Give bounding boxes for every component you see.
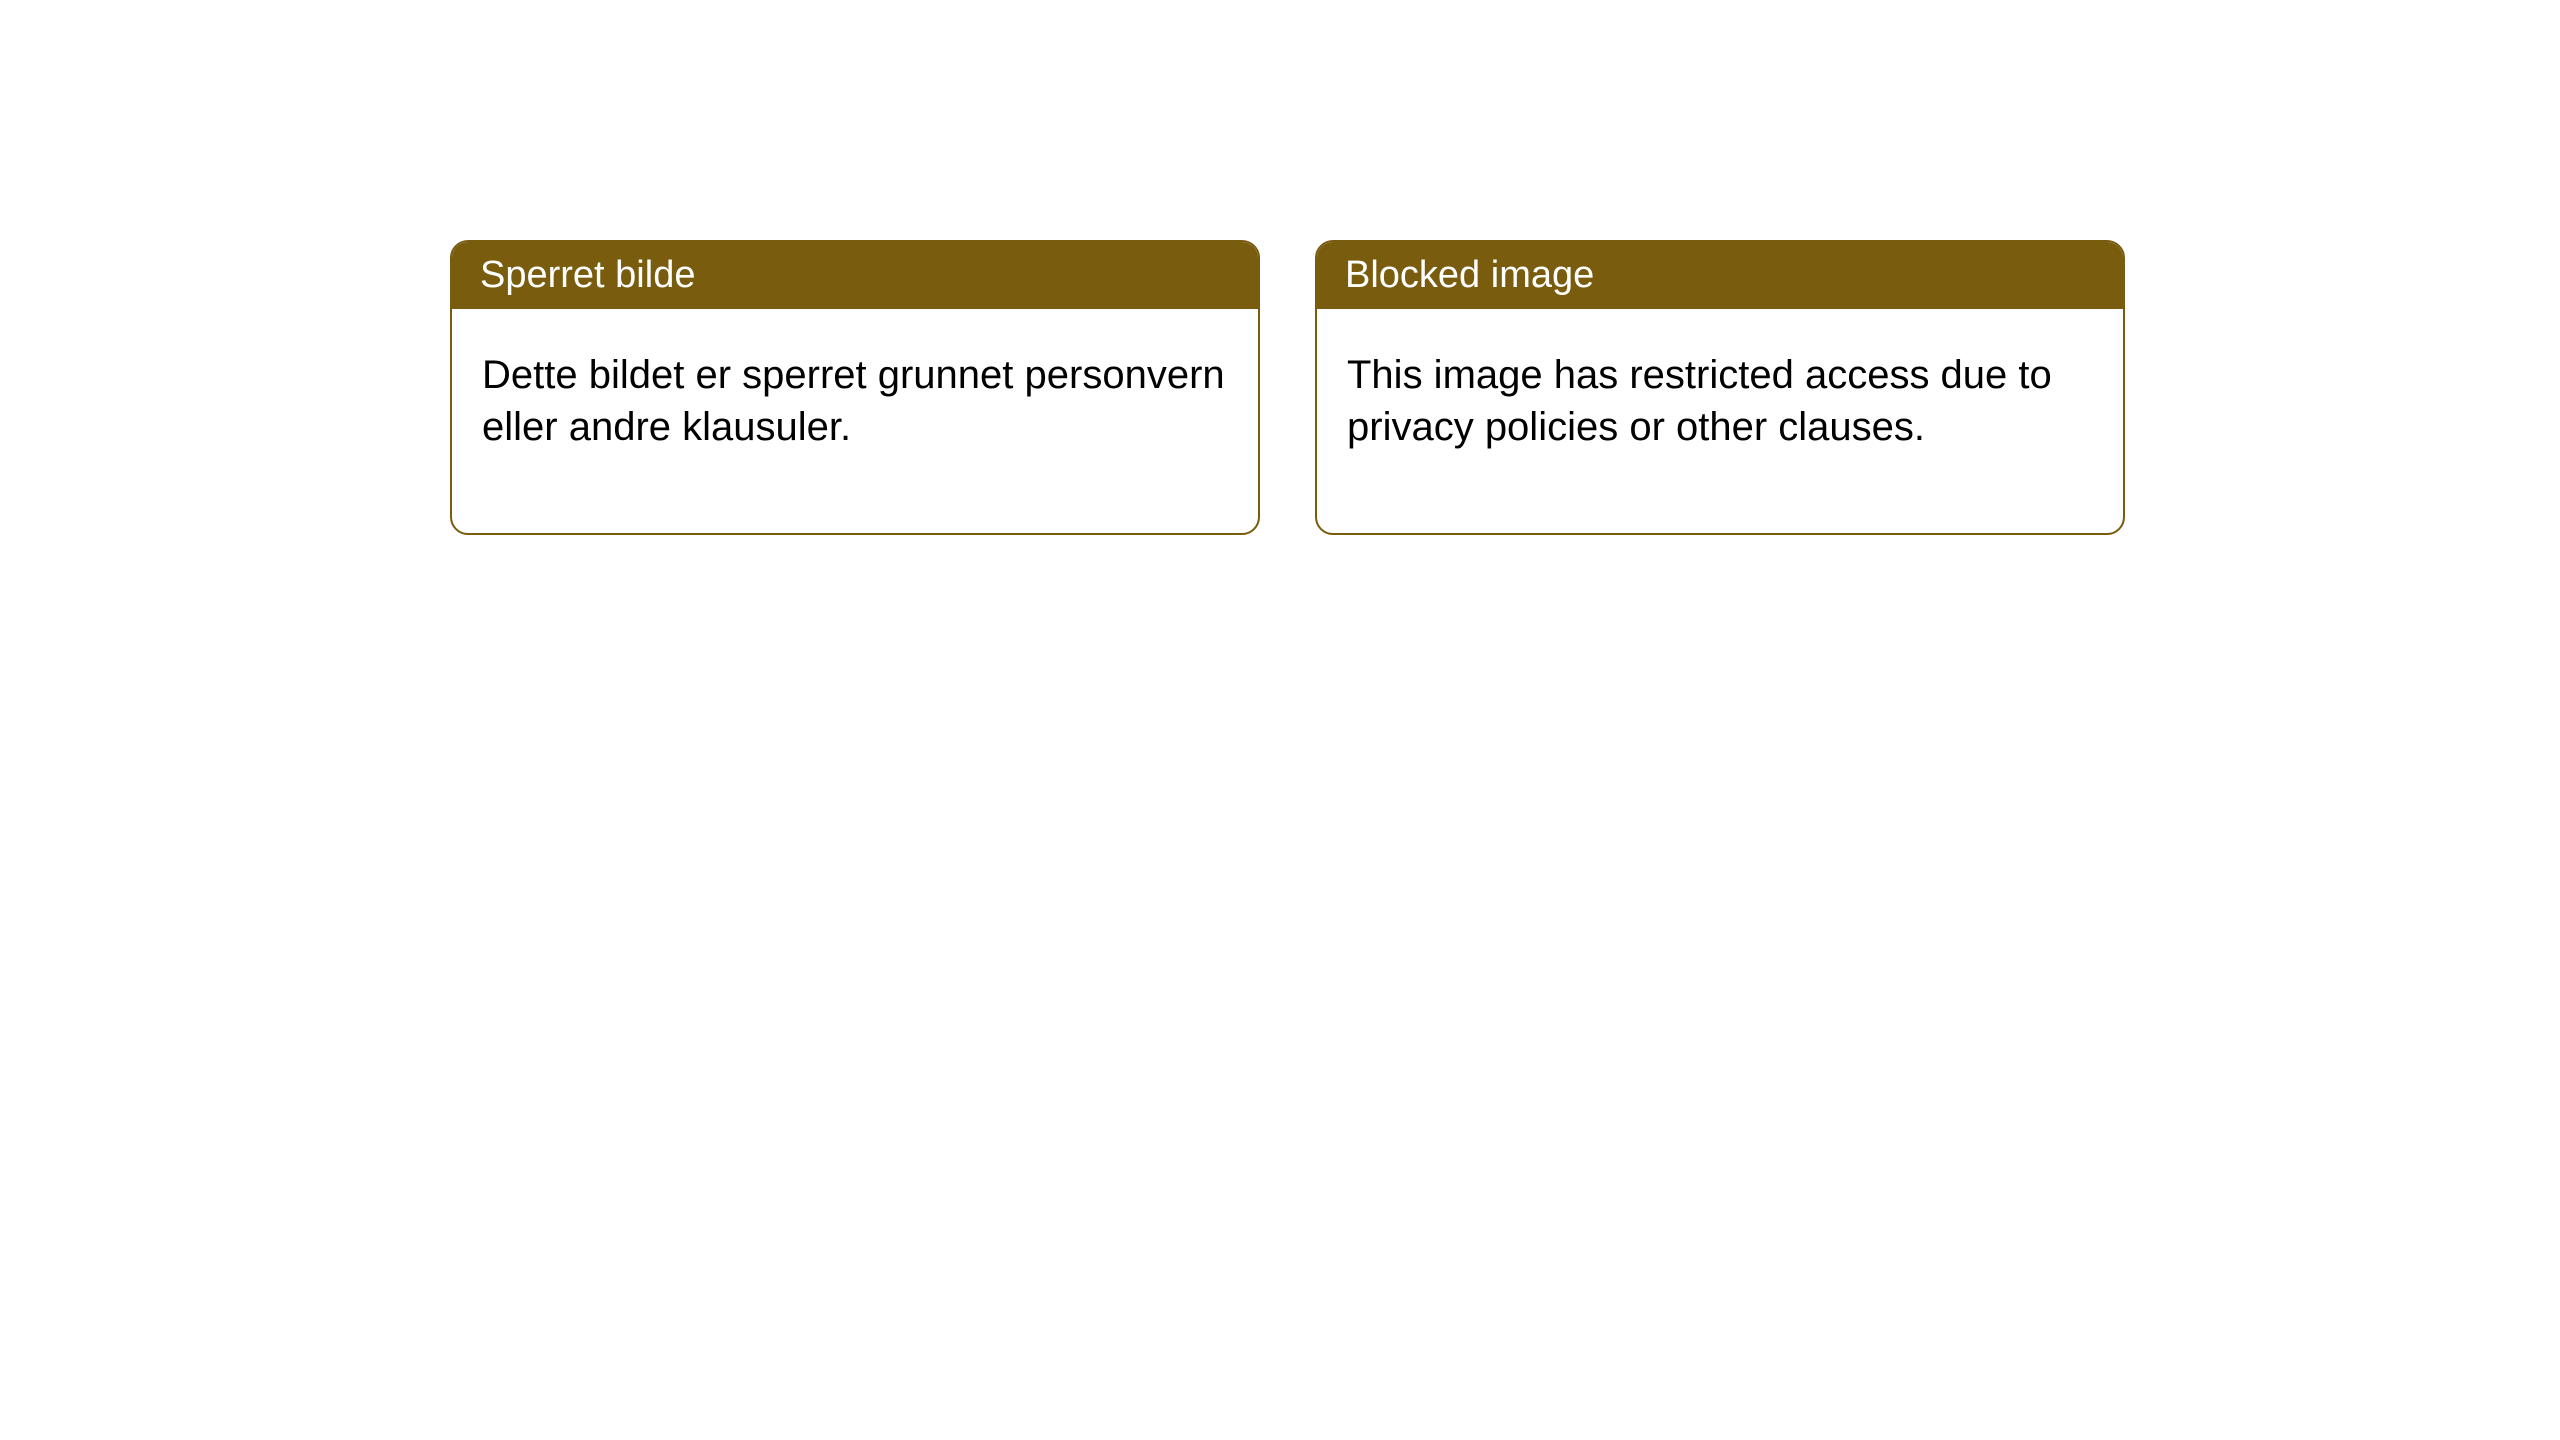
notice-body-norwegian: Dette bildet er sperret grunnet personve… <box>452 309 1258 533</box>
notice-container: Sperret bilde Dette bildet er sperret gr… <box>0 0 2560 535</box>
notice-card-english: Blocked image This image has restricted … <box>1315 240 2125 535</box>
notice-body-english: This image has restricted access due to … <box>1317 309 2123 533</box>
notice-title-norwegian: Sperret bilde <box>452 242 1258 309</box>
notice-card-norwegian: Sperret bilde Dette bildet er sperret gr… <box>450 240 1260 535</box>
notice-title-english: Blocked image <box>1317 242 2123 309</box>
